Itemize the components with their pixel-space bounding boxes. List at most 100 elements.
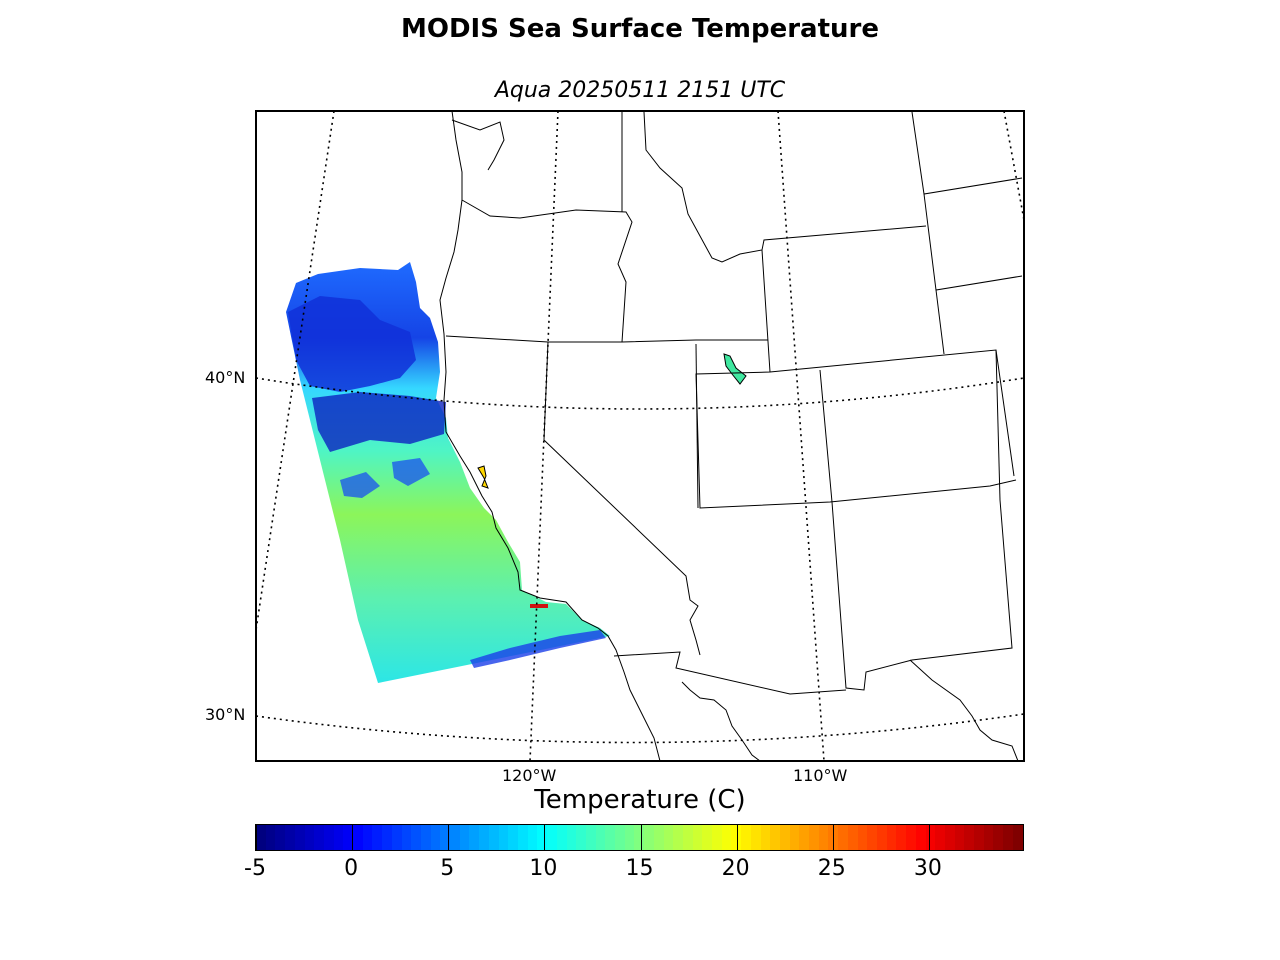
colorbar-cell	[547, 825, 557, 850]
map-frame	[255, 110, 1025, 762]
colorbar-cell	[353, 825, 363, 850]
colorbar-cell	[1012, 825, 1023, 850]
colorbar-cell	[993, 825, 1004, 850]
colorbar-label: Temperature (C)	[534, 785, 746, 815]
colorbar-tick-label: 25	[817, 856, 846, 881]
colorbar-cell	[615, 825, 625, 850]
colorbar-cell	[741, 825, 751, 850]
colorbar-cell	[556, 825, 567, 850]
colorbar-cell	[498, 825, 509, 850]
latitude-label: 30°N	[205, 705, 246, 724]
colorbar-tick-label: 5	[440, 856, 455, 881]
colorbar-tick-label: 15	[625, 856, 654, 881]
colorbar-cell	[450, 825, 460, 850]
colorbar-cell	[809, 825, 819, 850]
colorbar-cell	[867, 825, 877, 850]
colorbar-cell	[915, 825, 926, 850]
colorbar-tick-label: 30	[913, 856, 942, 881]
colorbar-cell	[702, 825, 713, 850]
colorbar-cell	[770, 825, 780, 850]
colorbar-cell	[779, 825, 790, 850]
colorbar-cell	[721, 825, 732, 850]
colorbar-cell	[595, 825, 606, 850]
colorbar-cell	[459, 825, 470, 850]
colorbar-cell	[954, 825, 965, 850]
map-subtitle: Aqua 20250511 2151 UTC	[494, 78, 786, 103]
colorbar-cell	[974, 825, 984, 850]
colorbar-tick	[640, 825, 642, 850]
colorbar-tick	[256, 825, 257, 850]
colorbar-cell	[935, 825, 945, 850]
coastline	[681, 681, 761, 761]
colorbar-cell	[411, 825, 421, 850]
colorbar-cell	[847, 825, 858, 850]
colorbar-cell	[488, 825, 499, 850]
colorbar-cell	[576, 825, 586, 850]
colorbar-cell	[517, 825, 528, 850]
colorbar-cell	[634, 825, 645, 850]
colorbar-cell	[818, 825, 829, 850]
colorbar-cell	[653, 825, 664, 850]
colorbar-cell	[527, 825, 538, 850]
colorbar-cell	[944, 825, 955, 850]
colorbar-cell	[644, 825, 654, 850]
colorbar-cell	[964, 825, 975, 850]
colorbar-cell	[585, 825, 596, 850]
colorbar-cell	[663, 825, 674, 850]
sst-warm-spot	[530, 604, 548, 608]
colorbar-tick-label: 10	[529, 856, 558, 881]
colorbar-cell	[508, 825, 518, 850]
colorbar-cell	[323, 825, 334, 850]
colorbar-tick	[928, 825, 930, 850]
colorbar-cell	[430, 825, 441, 850]
colorbar-cell	[285, 825, 295, 850]
colorbar-cell	[1003, 825, 1013, 850]
coastline	[451, 119, 505, 171]
map-content	[256, 111, 1024, 761]
colorbar-cell	[382, 825, 392, 850]
sst-cold-region	[340, 458, 430, 498]
colorbar	[255, 824, 1024, 851]
colorbar-cell	[712, 825, 722, 850]
colorbar-cell	[692, 825, 703, 850]
colorbar-cell	[479, 825, 489, 850]
colorbar-tick-label: 20	[721, 856, 750, 881]
colorbar-cell	[333, 825, 344, 850]
colorbar-cell	[877, 825, 887, 850]
colorbar-cell	[886, 825, 897, 850]
colorbar-tick	[448, 825, 450, 850]
colorbar-cell	[372, 825, 383, 850]
colorbar-cell	[420, 825, 431, 850]
colorbar-cell	[314, 825, 324, 850]
page-title: MODIS Sea Surface Temperature	[401, 14, 879, 44]
colorbar-tick	[736, 825, 738, 850]
colorbar-cell	[401, 825, 412, 850]
colorbar-cell	[304, 825, 315, 850]
longitude-label: 110°W	[793, 766, 848, 785]
colorbar-cell	[750, 825, 761, 850]
colorbar-cell	[294, 825, 305, 850]
colorbar-tick	[352, 825, 354, 850]
colorbar-tick-label: -5	[244, 856, 266, 881]
colorbar-cell	[275, 825, 286, 850]
colorbar-cell	[605, 825, 616, 850]
colorbar-cell	[265, 825, 276, 850]
colorbar-cell	[362, 825, 373, 850]
coastline	[909, 659, 1019, 761]
sst-cold-region	[312, 392, 446, 452]
colorbar-cell	[537, 825, 548, 850]
colorbar-cell	[838, 825, 848, 850]
colorbar-cell	[906, 825, 916, 850]
colorbar-tick	[832, 825, 834, 850]
graticule	[256, 111, 1024, 761]
colorbar-cell	[256, 825, 266, 850]
sst-lake	[477, 465, 489, 489]
colorbar-cell	[799, 825, 810, 850]
latitude-label: 40°N	[205, 368, 246, 387]
colorbar-cell	[566, 825, 577, 850]
colorbar-cell	[925, 825, 936, 850]
colorbar-cell	[857, 825, 868, 850]
colorbar-cell	[673, 825, 683, 850]
colorbar-cell	[682, 825, 693, 850]
